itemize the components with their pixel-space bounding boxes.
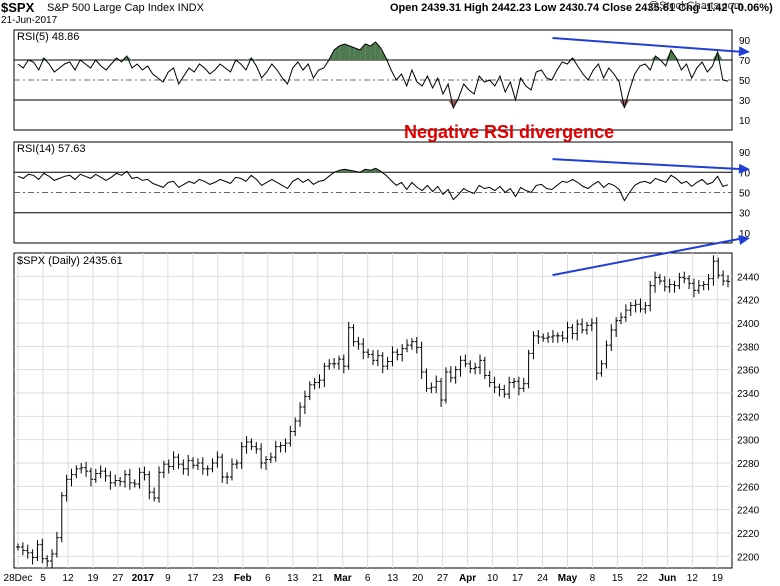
y-tick-label: 30	[739, 209, 751, 220]
x-tick-label: 6	[265, 573, 271, 584]
divergence-arrow	[552, 237, 745, 277]
x-tick-label: 24	[537, 573, 549, 584]
x-tick-label: Mar	[334, 573, 352, 584]
x-tick-label: 13	[287, 573, 299, 584]
symbol-title: $SPX	[1, 0, 35, 15]
y-tick-label: 2440	[737, 272, 760, 283]
x-tick-label: 13	[387, 573, 399, 584]
divergence-arrow	[552, 37, 745, 53]
x-tick-label: 10	[487, 573, 499, 584]
rsi-extreme-fill	[370, 42, 376, 60]
divergence-arrowhead	[738, 163, 750, 174]
x-tick-label: 9	[165, 573, 171, 584]
rsi-extreme-fill	[126, 171, 133, 173]
x-tick-label: 19	[87, 573, 99, 584]
x-tick-label: 17	[187, 573, 199, 584]
y-tick-label: 2300	[737, 436, 760, 447]
x-tick-label: 27	[437, 573, 449, 584]
y-tick-label: 90	[739, 148, 751, 159]
y-tick-label: 2260	[737, 482, 760, 493]
divergence-arrow	[552, 158, 745, 171]
y-tick-label: 2220	[737, 529, 760, 540]
y-tick-label: 70	[739, 168, 751, 179]
rsi-extreme-fill	[385, 58, 392, 60]
x-tick-label: 22	[637, 573, 649, 584]
chart-date: 21-Jun-2017	[1, 15, 58, 26]
x-tick-label: 2017	[132, 573, 155, 584]
panel-title: $SPX (Daily) 2435.61	[17, 255, 123, 267]
y-tick-label: 2360	[737, 366, 760, 377]
x-tick-label: 23	[212, 573, 224, 584]
y-tick-label: 50	[739, 189, 751, 200]
x-tick-label: Jun	[659, 573, 677, 584]
y-tick-label: 2280	[737, 459, 760, 470]
y-tick-label: 10	[739, 116, 751, 127]
rsi-extreme-fill	[344, 44, 350, 60]
rsi-extreme-fill	[676, 58, 682, 60]
rsi-extreme-fill	[365, 44, 371, 60]
x-tick-label: 20	[412, 573, 424, 584]
y-tick-label: 70	[739, 56, 751, 67]
x-tick-label: 5	[40, 573, 46, 584]
symbol-description: S&P 500 Large Cap Index INDX	[47, 2, 204, 14]
x-tick-label: 28Dec	[4, 573, 33, 584]
divergence-arrowhead	[738, 46, 750, 57]
y-tick-label: 2240	[737, 506, 760, 517]
y-tick-label: 50	[739, 76, 751, 87]
rsi5-panel: 10 30 50 70 90 RSI(5) 48.86	[13, 29, 751, 131]
panel-title: RSI(14) 57.63	[17, 143, 85, 155]
x-tick-label: Feb	[234, 573, 252, 584]
y-tick-label: 2340	[737, 389, 760, 400]
y-tick-label: 10	[739, 229, 751, 240]
x-axis: 28Dec 5 12 19 27 2017 9 17 23 Feb 6 13 21 Mar 6 13 20 27 A…	[4, 573, 724, 584]
x-tick-label: 6	[365, 573, 371, 584]
rsi-line	[17, 167, 729, 202]
y-tick-label: 2320	[737, 412, 760, 423]
x-tick-label: 17	[512, 573, 524, 584]
rsi-extreme-fill	[246, 58, 252, 60]
x-tick-label: Apr	[459, 573, 476, 584]
y-tick-label: 90	[739, 36, 751, 47]
watermark-logo: @StockCharts.com	[648, 0, 743, 12]
rsi-line	[17, 41, 729, 110]
rsi-extreme-fill	[339, 44, 345, 60]
panel-title: RSI(5) 48.86	[17, 31, 79, 43]
ohlc-readout: Open 2439.31 High 2442.23 Low 2430.74 Cl…	[390, 2, 773, 14]
x-tick-label: 12	[62, 573, 74, 584]
price-panel: 2200 2220 2240 2260 2280 2300 2320 2340 2360 2380…	[13, 235, 760, 569]
y-tick-label: 2380	[737, 342, 760, 353]
rsi-extreme-fill	[38, 58, 44, 60]
rsi-extreme-fill	[354, 48, 361, 60]
y-tick-label: 2400	[737, 319, 760, 330]
rsi14-panel: 10 30 50 70 90 RSI(14) 57.63	[13, 141, 751, 244]
y-tick-label: 30	[739, 96, 751, 107]
x-tick-label: 8	[590, 573, 596, 584]
panel-frame	[13, 252, 733, 569]
x-tick-label: 19	[712, 573, 724, 584]
y-tick-label: 2200	[737, 552, 760, 563]
x-tick-label: May	[558, 573, 578, 584]
x-tick-label: 27	[112, 573, 124, 584]
y-tick-label: 2420	[737, 296, 760, 307]
x-tick-label: 21	[312, 573, 324, 584]
x-tick-label: 15	[612, 573, 624, 584]
x-tick-label: 12	[687, 573, 699, 584]
divergence-arrowhead	[738, 235, 750, 245]
rsi-extreme-fill	[349, 46, 355, 60]
rsi-extreme-fill	[360, 44, 366, 60]
divergence-annotation: Negative RSI divergence	[404, 122, 614, 142]
